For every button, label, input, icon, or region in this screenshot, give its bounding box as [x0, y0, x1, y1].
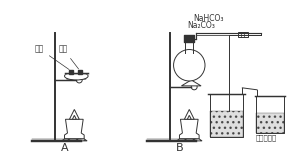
Circle shape — [191, 84, 197, 90]
Polygon shape — [176, 139, 202, 141]
Circle shape — [173, 49, 205, 81]
Polygon shape — [66, 73, 86, 79]
Polygon shape — [179, 119, 199, 139]
Polygon shape — [62, 139, 87, 141]
Text: 白磷: 白磷 — [59, 45, 79, 69]
Polygon shape — [181, 80, 201, 86]
Polygon shape — [65, 119, 84, 139]
Text: A: A — [61, 143, 68, 153]
Text: 澄清石灰水: 澄清石灰水 — [256, 134, 277, 141]
Bar — [238, 32, 248, 37]
Text: Na₂CO₃: Na₂CO₃ — [187, 21, 215, 30]
Polygon shape — [69, 109, 79, 119]
Polygon shape — [210, 111, 243, 137]
Text: NaHCO₃: NaHCO₃ — [193, 14, 224, 23]
Polygon shape — [256, 112, 283, 133]
Circle shape — [76, 77, 82, 83]
Ellipse shape — [65, 72, 88, 80]
Text: 红磷: 红磷 — [35, 45, 69, 70]
Text: B: B — [176, 143, 183, 153]
Polygon shape — [184, 109, 194, 119]
Polygon shape — [72, 115, 76, 119]
Polygon shape — [187, 115, 191, 119]
